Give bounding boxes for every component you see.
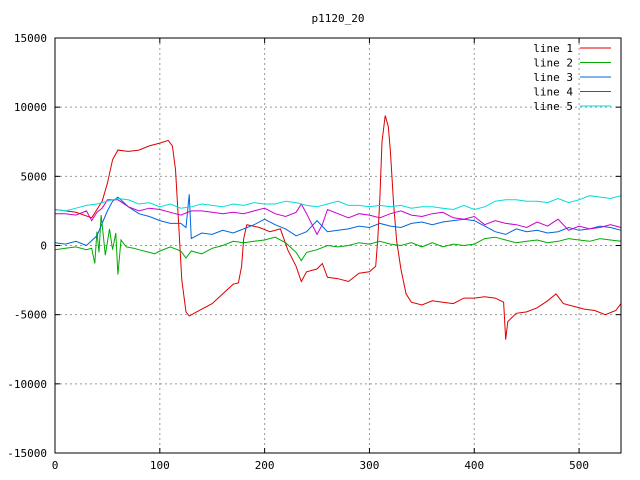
y-tick-label: 15000 <box>14 32 47 45</box>
series-lines <box>54 115 622 340</box>
legend-label: line 1 <box>533 42 573 55</box>
legend-label: line 4 <box>533 86 573 99</box>
series-line-1 <box>54 115 622 340</box>
series-line-3 <box>54 194 622 247</box>
axis-ticks: 0 100 200 300 400 500 -15000 -10000 -5000 0 5000 10… <box>7 32 621 472</box>
x-tick-label: 400 <box>464 459 484 472</box>
y-tick-label: -10000 <box>7 378 47 391</box>
y-tick-label: 0 <box>40 240 47 253</box>
series-line-4 <box>55 199 622 236</box>
x-tick-label: 100 <box>150 459 170 472</box>
legend-label: line 2 <box>533 57 573 70</box>
x-tick-label: 500 <box>569 459 589 472</box>
chart-title: p1120_20 <box>312 12 365 25</box>
y-tick-label: 10000 <box>14 101 47 114</box>
x-tick-label: 0 <box>52 459 59 472</box>
y-tick-label: -15000 <box>7 447 47 460</box>
series-line-2 <box>54 215 622 275</box>
x-tick-label: 200 <box>255 459 275 472</box>
legend-label: line 3 <box>533 71 573 84</box>
y-tick-label: 5000 <box>21 170 48 183</box>
y-tick-label: -5000 <box>14 309 47 322</box>
x-tick-label: 300 <box>360 459 380 472</box>
legend-label: line 5 <box>533 100 573 113</box>
series-line-5 <box>54 195 622 212</box>
grid <box>55 38 621 453</box>
